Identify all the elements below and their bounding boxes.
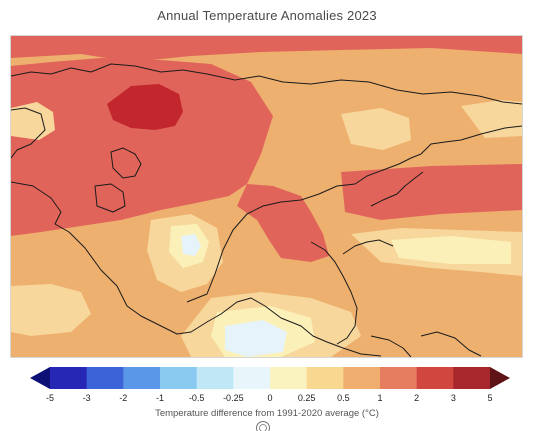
colorbar-tick-label: 0 bbox=[267, 393, 273, 403]
colorbar-tick-label: -2 bbox=[119, 393, 128, 403]
colorbar-segment bbox=[123, 367, 161, 389]
anomaly-band-china bbox=[237, 184, 329, 262]
colorbar-tick-label: 2 bbox=[414, 393, 420, 403]
colorbar-segment bbox=[306, 367, 344, 389]
colorbar-segment bbox=[453, 367, 491, 389]
colorbar-segment bbox=[416, 367, 454, 389]
wmo-emblem-icon bbox=[255, 420, 271, 431]
colorbar-segment bbox=[343, 367, 381, 389]
anomaly-band-cool-ocean bbox=[225, 320, 287, 357]
colorbar-segment bbox=[380, 367, 418, 389]
anomaly-hotspot-siberia bbox=[107, 84, 183, 130]
anomaly-map bbox=[10, 35, 523, 358]
anomaly-band-pacific bbox=[341, 164, 522, 220]
anomaly-band-north bbox=[11, 36, 522, 62]
colorbar-caption: Temperature difference from 1991-2020 av… bbox=[155, 408, 379, 419]
colorbar-segment bbox=[160, 367, 198, 389]
colorbar-segment bbox=[233, 367, 271, 389]
colorbar-segment bbox=[50, 367, 88, 389]
colorbar-tick-label: 3 bbox=[450, 393, 456, 403]
colorbar-cap-low bbox=[30, 367, 50, 389]
colorbar-tick-label: -1 bbox=[155, 393, 164, 403]
colorbar-tick-label: 5 bbox=[487, 393, 493, 403]
colorbar-tick-label: -0.25 bbox=[223, 393, 244, 403]
anomaly-band-cool-india bbox=[181, 234, 201, 256]
anomaly-band-light-ne bbox=[461, 100, 522, 138]
colorbar-tick-label: -5 bbox=[45, 393, 54, 403]
anomaly-band-central-asia bbox=[11, 58, 273, 236]
colorbar-segment bbox=[270, 367, 308, 389]
colorbar bbox=[30, 367, 510, 389]
page-title: Annual Temperature Anomalies 2023 bbox=[157, 8, 377, 23]
colorbar-segment bbox=[86, 367, 124, 389]
colorbar-tick-label: 1 bbox=[377, 393, 383, 403]
coastlines bbox=[11, 63, 522, 357]
colorbar-cap-high bbox=[490, 367, 510, 389]
anomaly-map-svg bbox=[11, 36, 522, 357]
colorbar-tick-label: -0.5 bbox=[188, 393, 205, 403]
colorbar-tick-label: 0.5 bbox=[337, 393, 350, 403]
anomaly-band-neutral-sea bbox=[391, 236, 511, 264]
colorbar-segment bbox=[196, 367, 234, 389]
anomaly-band-light-pacific bbox=[341, 108, 411, 150]
anomaly-band-light-sw bbox=[11, 284, 91, 336]
colorbar-tick-label: -3 bbox=[82, 393, 91, 403]
colorbar-tick-label: 0.25 bbox=[297, 393, 316, 403]
